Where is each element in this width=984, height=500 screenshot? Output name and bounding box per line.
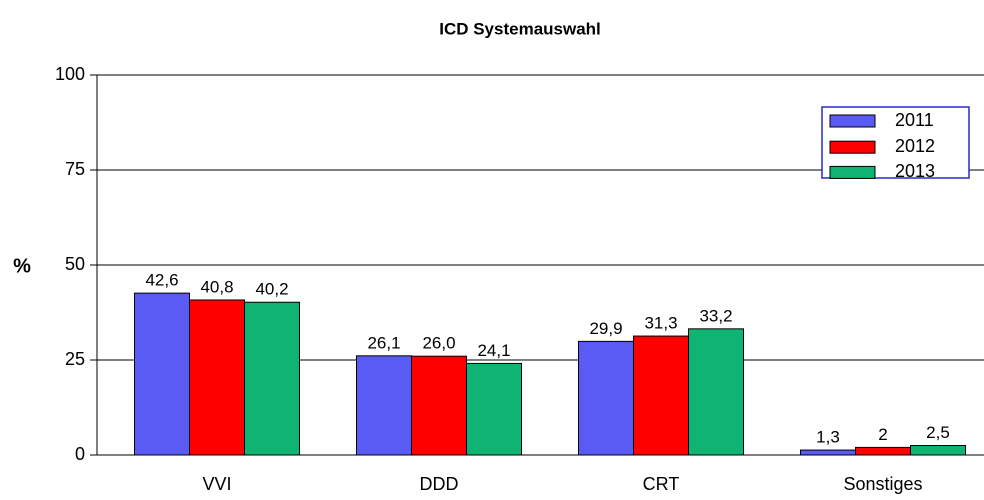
chart-title: ICD Systemauswahl — [439, 19, 601, 38]
value-label: 33,2 — [699, 306, 732, 325]
y-axis-label: % — [13, 255, 31, 277]
x-tick-label: DDD — [420, 474, 459, 494]
value-label: 1,3 — [816, 428, 840, 447]
bar — [578, 340, 634, 456]
bar — [189, 299, 245, 456]
bar — [466, 362, 522, 456]
legend-label: 2013 — [895, 161, 935, 181]
y-tick-label: 75 — [65, 159, 85, 179]
value-label: 2 — [878, 425, 887, 444]
bar — [910, 445, 966, 456]
legend-label: 2011 — [895, 110, 934, 130]
value-label: 40,2 — [255, 280, 288, 299]
value-label: 2,5 — [926, 423, 950, 442]
bar — [356, 355, 412, 456]
legend-swatch — [829, 140, 876, 154]
value-label: 40,8 — [200, 277, 233, 296]
bar — [855, 446, 911, 456]
y-tick-label: 0 — [75, 444, 85, 464]
legend-swatch — [829, 114, 876, 128]
y-tick-label: 100 — [55, 64, 85, 84]
value-label: 31,3 — [644, 314, 677, 333]
x-tick-label: CRT — [643, 474, 680, 494]
bar — [411, 355, 467, 456]
bar — [688, 328, 744, 456]
y-tick-label: 50 — [65, 254, 85, 274]
bar — [800, 449, 856, 456]
x-tick-label: VVI — [202, 474, 231, 494]
bar — [244, 301, 300, 456]
value-label: 29,9 — [589, 319, 622, 338]
bar — [633, 335, 689, 456]
legend-swatch — [829, 165, 876, 179]
legend-label: 2012 — [895, 136, 935, 156]
x-tick-label: Sonstiges — [843, 474, 922, 494]
value-label: 26,1 — [367, 333, 400, 352]
value-label: 42,6 — [145, 271, 178, 290]
value-label: 24,1 — [477, 341, 510, 360]
bar — [134, 292, 190, 456]
value-label: 26,0 — [422, 334, 455, 353]
y-tick-label: 25 — [65, 349, 85, 369]
